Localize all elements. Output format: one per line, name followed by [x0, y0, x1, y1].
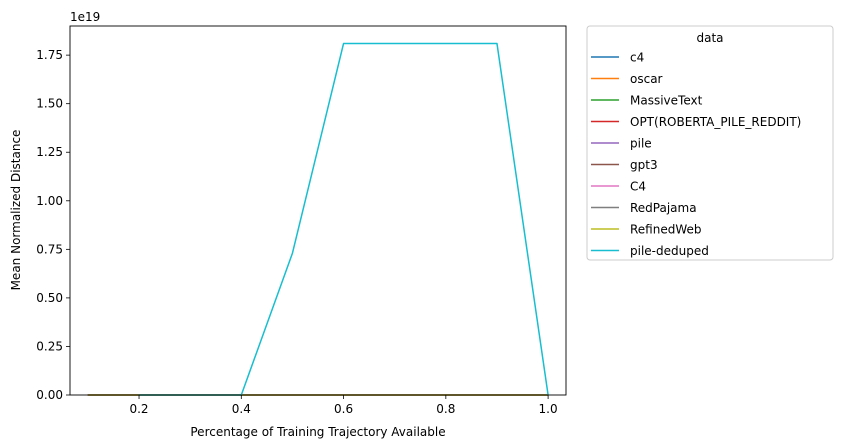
plot-frame [69, 25, 567, 396]
legend-label: c4 [630, 51, 644, 65]
y-tick-label: 1.50 [36, 97, 63, 111]
legend-label: C4 [630, 180, 646, 194]
y-tick-label: 1.75 [36, 48, 63, 62]
legend-label: gpt3 [630, 158, 658, 172]
x-tick-label: 1.0 [539, 402, 558, 416]
legend-items: c4 oscar MassiveText OPT(ROBERTA_PILE_REDDI… [591, 51, 801, 258]
x-axis: 0.2 0.4 0.6 0.8 1.0 [129, 395, 558, 416]
x-tick-label: 0.8 [436, 402, 455, 416]
y-scale-label: 1e19 [70, 10, 100, 24]
legend-label: OPT(ROBERTA_PILE_REDDIT) [630, 115, 801, 129]
legend-label: pile [630, 137, 652, 151]
y-tick-label: 0.50 [36, 291, 63, 305]
series-line-9 [139, 42, 549, 396]
plot-lines [87, 42, 549, 396]
legend-label: oscar [630, 72, 663, 86]
legend-label: RedPajama [630, 201, 697, 215]
legend-label: RefinedWeb [630, 223, 702, 237]
x-tick-label: 0.4 [232, 402, 251, 416]
legend-label: MassiveText [630, 94, 703, 108]
legend-box [586, 25, 834, 261]
y-tick-label: 0.25 [36, 339, 63, 353]
x-tick-label: 0.2 [129, 402, 148, 416]
y-tick-label: 0.00 [36, 388, 63, 402]
x-tick-label: 0.6 [334, 402, 353, 416]
y-axis-label: Mean Normalized Distance [9, 130, 23, 291]
legend-label: pile-deduped [630, 244, 709, 258]
legend-title: data [696, 31, 723, 45]
y-tick-label: 1.25 [36, 145, 63, 159]
legend: data c4 oscar MassiveText OPT(ROBERTA_PILE_… [586, 25, 834, 261]
y-axis: 0.00 0.25 0.50 0.75 1.00 1.25 1.50 1.75 [36, 48, 70, 402]
y-tick-label: 1.00 [36, 194, 63, 208]
x-axis-label: Percentage of Training Trajectory Availa… [190, 425, 445, 439]
y-tick-label: 0.75 [36, 242, 63, 256]
